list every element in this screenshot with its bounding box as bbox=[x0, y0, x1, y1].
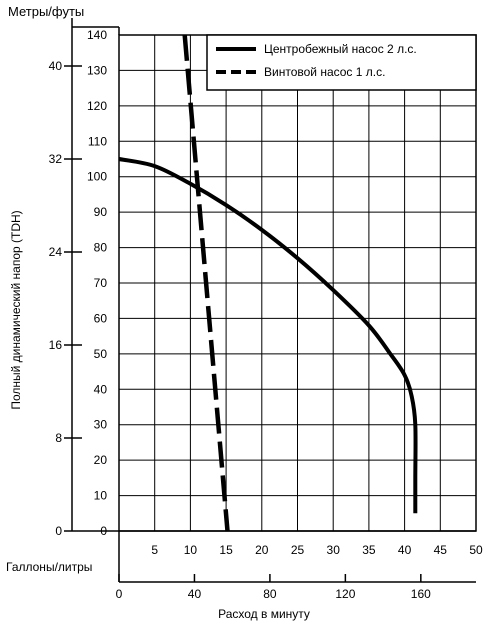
meter-tick-label: 16 bbox=[49, 338, 63, 352]
liter-tick-label: 0 bbox=[116, 587, 123, 601]
feet-tick-label: 110 bbox=[88, 134, 107, 148]
feet-tick-label: 10 bbox=[94, 489, 108, 503]
feet-tick-label: 140 bbox=[87, 28, 107, 42]
bottom-left-label: Галлоны/литры bbox=[6, 560, 92, 574]
gallon-tick-label: 15 bbox=[219, 543, 233, 557]
gallon-tick-label: 35 bbox=[362, 543, 376, 557]
meter-tick-label: 0 bbox=[55, 524, 62, 538]
grid bbox=[119, 34, 477, 531]
gallon-tick-label: 20 bbox=[255, 543, 269, 557]
feet-tick-label: 0 bbox=[100, 524, 107, 538]
tick-labels: 0102030405060708090100110120130140816243… bbox=[49, 28, 483, 601]
bottom-axis-label: Расход в минуту bbox=[218, 607, 310, 621]
meter-tick-label: 8 bbox=[55, 431, 62, 445]
feet-tick-label: 70 bbox=[94, 276, 108, 290]
gallon-tick-label: 25 bbox=[291, 543, 305, 557]
gallon-tick-label: 50 bbox=[469, 543, 483, 557]
series-lines bbox=[118, 34, 418, 532]
feet-tick-label: 130 bbox=[87, 63, 107, 77]
meter-tick-label: 32 bbox=[49, 152, 63, 166]
feet-tick-label: 30 bbox=[94, 418, 108, 432]
meter-tick-label: 40 bbox=[49, 59, 63, 73]
legend-label: Винтовой насос 1 л.с. bbox=[264, 65, 385, 79]
meter-tick-label: 24 bbox=[49, 245, 63, 259]
feet-tick-label: 100 bbox=[87, 170, 107, 184]
legend: Центробежный насос 2 л.с. Винтовой насос … bbox=[206, 34, 477, 91]
liter-tick-label: 40 bbox=[188, 587, 202, 601]
centrifugal-pump-line bbox=[118, 157, 418, 514]
feet-tick-label: 60 bbox=[94, 311, 108, 325]
gallon-tick-label: 40 bbox=[398, 543, 412, 557]
feet-tick-label: 20 bbox=[94, 453, 108, 467]
left-axis-label: Полный динамический напор (TDH) bbox=[9, 210, 23, 409]
gallon-tick-label: 45 bbox=[434, 543, 448, 557]
screw-pump-line bbox=[182, 34, 230, 532]
legend-box bbox=[206, 34, 477, 91]
gallon-tick-label: 30 bbox=[327, 543, 341, 557]
feet-tick-label: 90 bbox=[94, 205, 108, 219]
feet-tick-label: 120 bbox=[87, 99, 107, 113]
gallon-tick-label: 5 bbox=[151, 543, 158, 557]
feet-tick-label: 40 bbox=[94, 382, 108, 396]
liter-tick-label: 160 bbox=[411, 587, 431, 601]
legend-label: Центробежный насос 2 л.с. bbox=[264, 42, 417, 56]
feet-tick-label: 80 bbox=[94, 241, 108, 255]
liter-tick-label: 80 bbox=[263, 587, 277, 601]
liter-tick-label: 120 bbox=[335, 587, 355, 601]
top-left-label: Метры/футы bbox=[8, 4, 84, 19]
feet-tick-label: 50 bbox=[94, 347, 108, 361]
gallon-tick-label: 10 bbox=[184, 543, 198, 557]
